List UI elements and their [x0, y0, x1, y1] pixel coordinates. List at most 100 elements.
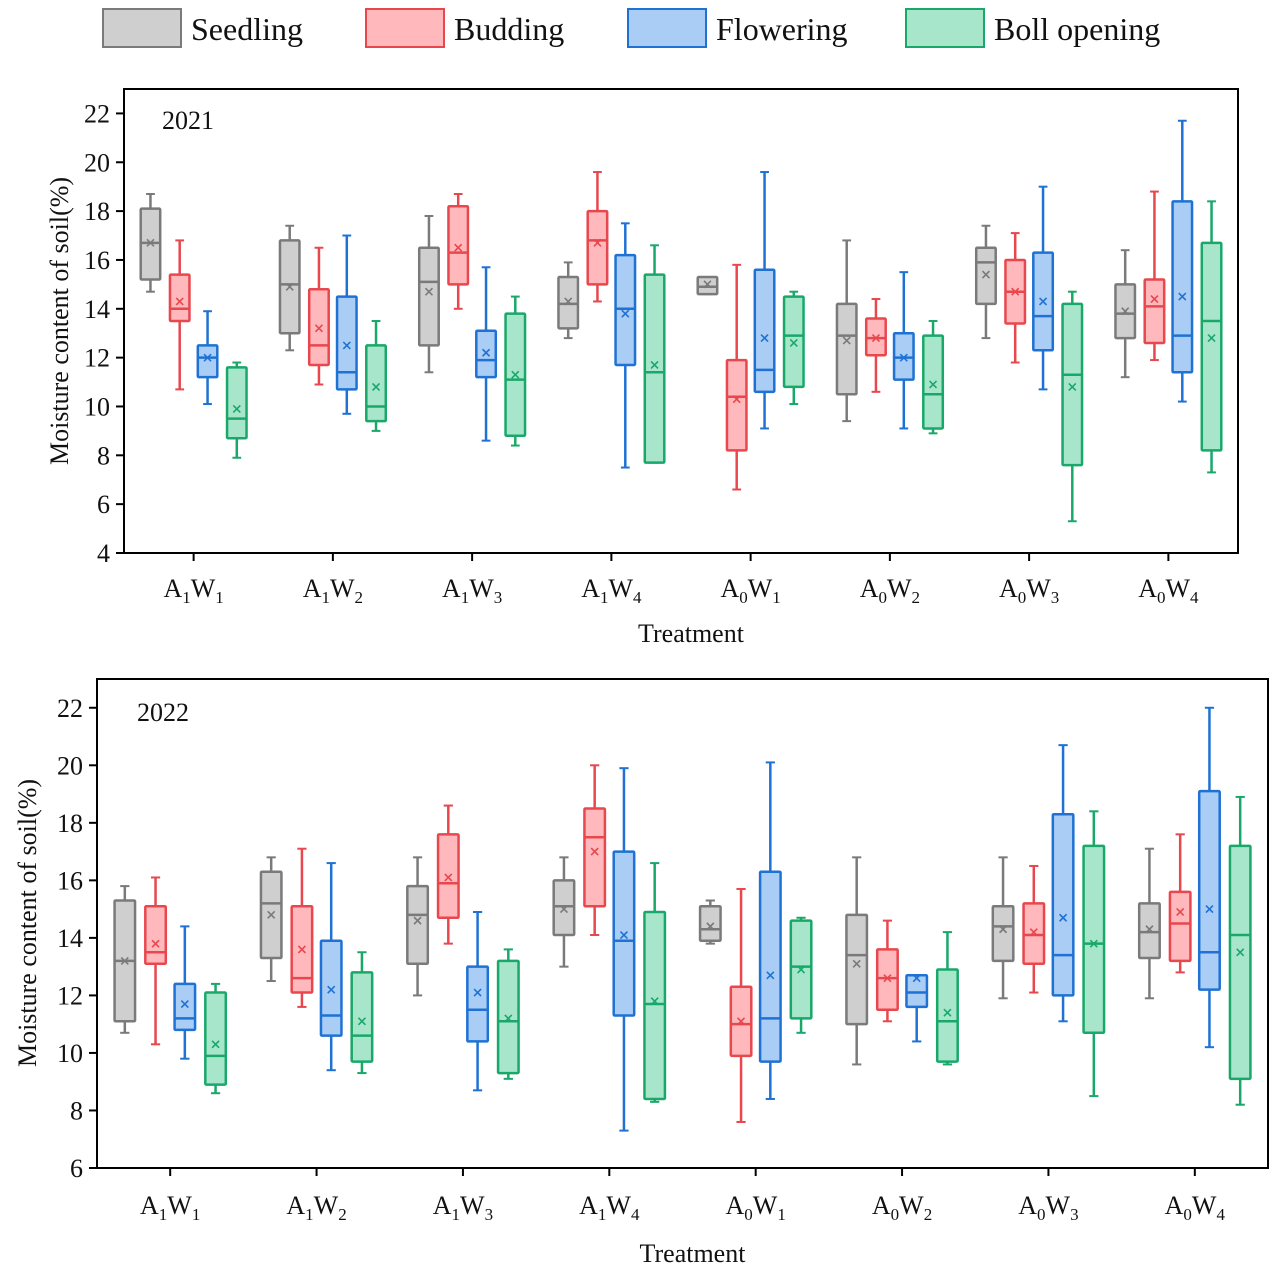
- box-boll-opening-7: [1200, 200, 1223, 474]
- iqr-box: [643, 273, 666, 464]
- x-tick-label: A1W2: [303, 574, 363, 607]
- box-flowering-0: [173, 925, 197, 1060]
- box-boll-opening-2: [496, 948, 520, 1080]
- iqr-box: [905, 974, 929, 1009]
- box-budding-2: [436, 804, 460, 945]
- y-tick-label: 12: [84, 344, 110, 373]
- box-budding-7: [1168, 833, 1192, 974]
- box-boll-opening-7: [1228, 795, 1252, 1106]
- mean-marker: [342, 341, 351, 350]
- mean-marker: [1121, 307, 1130, 316]
- mean-marker: [912, 974, 921, 983]
- legend-label: Seedling: [191, 11, 303, 47]
- iqr-box: [753, 268, 776, 394]
- x-tick-label: A0W3: [1018, 1191, 1078, 1224]
- iqr-box: [875, 948, 899, 1012]
- iqr-box: [1051, 812, 1075, 997]
- box-seedling-7: [1114, 249, 1137, 379]
- box-budding-1: [290, 847, 314, 1008]
- box-flowering-0: [196, 310, 219, 406]
- x-tick-label: A0W3: [999, 574, 1059, 607]
- box-seedling-0: [139, 193, 162, 293]
- mean-marker: [621, 309, 630, 318]
- iqr-box: [144, 904, 168, 966]
- box-flowering-1: [319, 862, 343, 1072]
- iqr-box: [583, 807, 607, 908]
- mean-marker: [424, 287, 434, 296]
- legend-item-2: Flowering: [627, 8, 848, 48]
- box-flowering-7: [1171, 119, 1194, 403]
- y-tick-label: 20: [84, 148, 110, 177]
- box-seedling-5: [845, 856, 869, 1066]
- box-seedling-4: [698, 899, 722, 945]
- iqr-box: [612, 850, 636, 1017]
- panel-year-label: 2021: [162, 106, 214, 135]
- box-flowering-7: [1197, 706, 1221, 1049]
- mean-marker: [211, 1040, 220, 1049]
- box-boll-opening-1: [365, 320, 388, 432]
- box-boll-opening-0: [204, 982, 228, 1095]
- mean-marker: [883, 974, 892, 983]
- mean-marker: [1145, 925, 1154, 934]
- x-tick-label: A0W2: [872, 1191, 932, 1224]
- mean-marker: [559, 905, 569, 914]
- mean-marker: [454, 243, 463, 252]
- x-tick-label: A1W3: [433, 1191, 493, 1224]
- iqr-box: [835, 302, 858, 396]
- box-boll-opening-0: [225, 361, 248, 459]
- mean-marker: [327, 985, 336, 994]
- x-tick-label: A1W4: [579, 1191, 640, 1224]
- mean-marker: [371, 382, 381, 392]
- y-tick-label: 6: [70, 1154, 83, 1183]
- iqr-box: [1171, 200, 1194, 374]
- box-boll-opening-3: [643, 244, 666, 464]
- mean-marker: [981, 270, 991, 279]
- iqr-box: [586, 209, 609, 286]
- iqr-box: [698, 904, 722, 943]
- mean-marker: [766, 971, 775, 980]
- mean-marker: [564, 297, 573, 306]
- box-seedling-4: [696, 275, 719, 296]
- mean-marker: [180, 999, 189, 1009]
- legend-swatch: [627, 8, 707, 48]
- box-boll-opening-6: [1082, 810, 1106, 1098]
- legend-label: Flowering: [716, 11, 848, 47]
- mean-marker: [928, 380, 938, 389]
- plot-frame: [123, 88, 1239, 554]
- mean-marker: [1038, 297, 1048, 306]
- iqr-box: [725, 358, 748, 452]
- box-flowering-6: [1032, 185, 1055, 391]
- mean-marker: [736, 1017, 746, 1026]
- box-flowering-5: [905, 974, 929, 1043]
- mean-marker: [1236, 948, 1245, 957]
- y-tick-label: 22: [57, 694, 83, 723]
- mean-marker: [1059, 913, 1068, 922]
- y-tick-label: 12: [57, 981, 83, 1010]
- legend-item-0: Seedling: [102, 8, 303, 48]
- box-boll-opening-2: [504, 295, 527, 447]
- mean-marker: [511, 370, 520, 379]
- y-tick-label: 14: [84, 295, 110, 324]
- box-seedling-1: [259, 856, 283, 983]
- y-axis-title: Moisture content of soil(%): [13, 779, 42, 1067]
- iqr-box: [496, 959, 520, 1075]
- iqr-box: [466, 965, 490, 1043]
- iqr-box: [935, 968, 959, 1063]
- mean-marker: [1011, 287, 1020, 296]
- box-budding-4: [729, 887, 753, 1123]
- box-boll-opening-4: [789, 916, 813, 1034]
- x-tick-label: A1W4: [581, 574, 642, 607]
- y-tick-label: 8: [70, 1096, 83, 1125]
- box-flowering-3: [612, 767, 636, 1132]
- box-boll-opening-5: [922, 320, 945, 435]
- iqr-box: [991, 904, 1015, 963]
- box-seedling-2: [406, 856, 430, 997]
- legend-swatch: [905, 8, 985, 48]
- iqr-box: [552, 879, 576, 937]
- panel-year-label: 2022: [137, 698, 189, 727]
- box-budding-6: [1022, 864, 1046, 994]
- y-tick-label: 10: [57, 1039, 83, 1068]
- box-seedling-5: [835, 239, 858, 423]
- iqr-box: [845, 913, 869, 1026]
- box-seedling-1: [278, 224, 301, 352]
